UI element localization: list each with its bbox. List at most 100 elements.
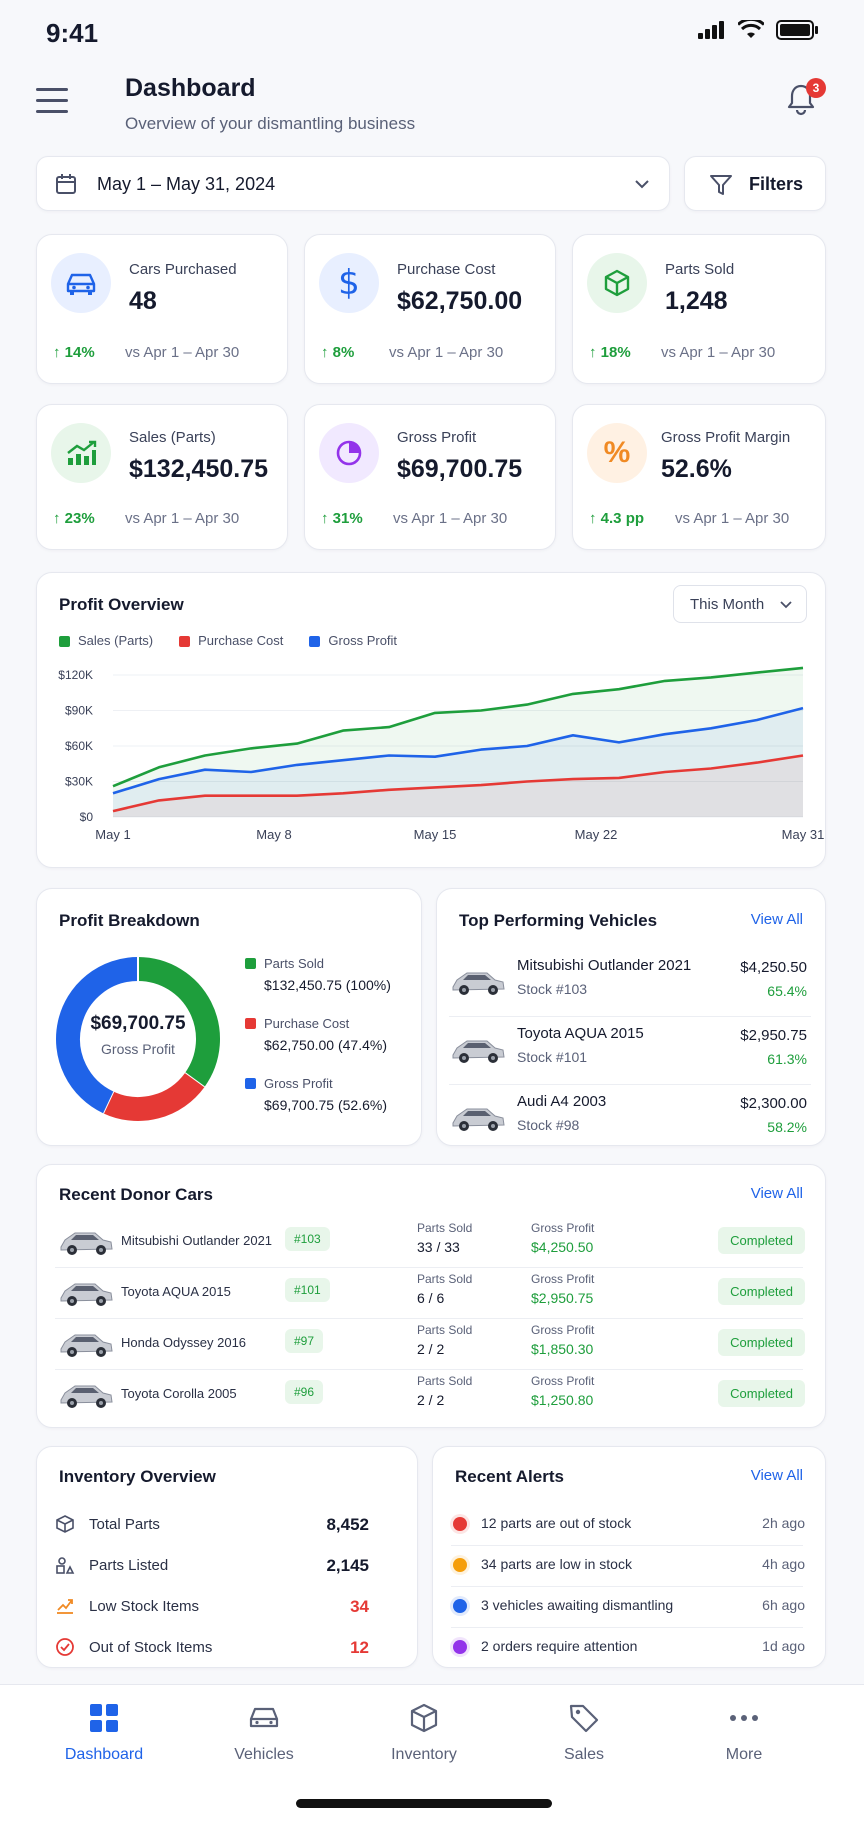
table-row[interactable]: Honda Odyssey 2016 #97 Parts Sold 2 / 2 Gros… bbox=[37, 1319, 827, 1369]
chart-legend: Sales (Parts) Purchase Cost Gross Profit bbox=[59, 633, 397, 648]
inventory-row[interactable]: Parts Listed 2,145 bbox=[37, 1548, 419, 1584]
inventory-row[interactable]: Out of Stock Items 12 bbox=[37, 1630, 419, 1666]
gross-profit-label: Gross Profit bbox=[531, 1323, 595, 1337]
status-badge: Completed bbox=[718, 1329, 805, 1356]
view-all-link[interactable]: View All bbox=[750, 911, 803, 928]
period-select[interactable]: This Month bbox=[673, 585, 807, 623]
menu-icon[interactable] bbox=[36, 88, 68, 114]
car-icon bbox=[249, 1707, 279, 1728]
alert-row[interactable]: 34 parts are low in stock 4h ago bbox=[433, 1546, 827, 1584]
parts-sold-value: 33 / 33 bbox=[417, 1239, 460, 1255]
inventory-label: Total Parts bbox=[89, 1516, 160, 1533]
kpi-delta: ↑ 14% bbox=[53, 344, 95, 361]
inventory-value: 2,145 bbox=[326, 1556, 369, 1575]
alert-row[interactable]: 2 orders require attention 1d ago bbox=[433, 1628, 827, 1666]
kpi-gross-profit[interactable]: Gross Profit $69,700.75 ↑ 31% vs Apr 1 –… bbox=[304, 404, 556, 550]
kpi-delta: ↑ 18% bbox=[589, 344, 631, 361]
vehicle-name: Toyota AQUA 2015 bbox=[517, 1025, 644, 1042]
tab-vehicles[interactable]: Vehicles bbox=[204, 1700, 324, 1764]
kpi-label: Gross Profit Margin bbox=[661, 429, 791, 446]
vehicle-row[interactable]: Audi A4 2003 Stock #98 $2,300.00 58.2% bbox=[437, 1087, 827, 1149]
donut-center-value: $69,700.75 bbox=[90, 1013, 186, 1034]
divider bbox=[55, 1267, 803, 1268]
date-range-select[interactable]: May 1 – May 31, 2024 bbox=[36, 156, 670, 211]
legend-item: Purchase Cost bbox=[179, 633, 283, 648]
gross-profit-label: Gross Profit bbox=[531, 1374, 595, 1388]
x-tick-label: May 8 bbox=[256, 827, 291, 842]
kpi-delta: ↑ 4.3 pp bbox=[589, 510, 645, 527]
alert-row[interactable]: 3 vehicles awaiting dismantling 6h ago bbox=[433, 1587, 827, 1625]
inventory-value: 34 bbox=[350, 1597, 369, 1616]
divider bbox=[55, 1318, 803, 1319]
calendar-icon bbox=[56, 174, 76, 194]
tab-inventory[interactable]: Inventory bbox=[364, 1700, 484, 1764]
pie-icon bbox=[319, 423, 379, 483]
breakdown-item: Gross Profit $69,700.75 (52.6%) bbox=[245, 1075, 391, 1113]
x-tick-label: May 22 bbox=[575, 827, 618, 842]
status-badge: Completed bbox=[718, 1380, 805, 1407]
kpi-compare: vs Apr 1 – Apr 30 bbox=[661, 344, 776, 361]
parts-sold-label: Parts Sold bbox=[417, 1323, 473, 1337]
kpi-purchase-cost[interactable]: $ Purchase Cost $62,750.00 ↑ 8% vs Apr 1… bbox=[304, 234, 556, 384]
kpi-label: Parts Sold bbox=[665, 261, 735, 278]
vehicle-row[interactable]: Toyota AQUA 2015 Stock #101 $2,950.75 61.3% bbox=[437, 1019, 827, 1081]
arrow-up-icon: ↑ bbox=[589, 510, 601, 527]
tag-icon bbox=[569, 1704, 599, 1733]
stock-tag: #103 bbox=[285, 1227, 330, 1251]
donor-name: Toyota Corolla 2005 bbox=[121, 1386, 237, 1401]
dollar-icon: $ bbox=[319, 253, 379, 313]
tab-label: Sales bbox=[563, 1746, 605, 1763]
kpi-label: Purchase Cost bbox=[397, 261, 496, 278]
arrow-up-icon: ↑ bbox=[53, 344, 65, 361]
car-thumbnail bbox=[57, 1329, 115, 1359]
y-tick-label: $60K bbox=[65, 739, 93, 753]
stock-tag: #101 bbox=[285, 1278, 330, 1302]
inventory-label: Out of Stock Items bbox=[89, 1639, 213, 1656]
kpi-value: 48 bbox=[129, 287, 157, 315]
table-row[interactable]: Toyota AQUA 2015 #101 Parts Sold 6 / 6 Gross… bbox=[37, 1268, 827, 1318]
more-icon bbox=[730, 1715, 758, 1721]
tab-label: More bbox=[725, 1746, 763, 1763]
kpi-gross-margin[interactable]: % Gross Profit Margin 52.6% ↑ 4.3 pp vs … bbox=[572, 404, 826, 550]
divider bbox=[451, 1545, 803, 1546]
vehicle-percent: 61.3% bbox=[767, 1051, 807, 1067]
filters-button[interactable]: Filters bbox=[684, 156, 826, 211]
table-row[interactable]: Toyota Corolla 2005 #96 Parts Sold 2 / 2 Gro… bbox=[37, 1370, 827, 1420]
series-line-1 bbox=[112, 754, 804, 813]
kpi-value: 1,248 bbox=[665, 287, 728, 315]
kpi-sales-parts[interactable]: Sales (Parts) $132,450.75 ↑ 23% vs Apr 1… bbox=[36, 404, 288, 550]
inventory-row[interactable]: Low Stock Items 34 bbox=[37, 1589, 419, 1625]
tab-more[interactable]: More bbox=[684, 1700, 804, 1764]
divider bbox=[449, 1084, 811, 1085]
status-icons bbox=[698, 20, 818, 40]
box-icon bbox=[587, 253, 647, 313]
parts-sold-label: Parts Sold bbox=[417, 1272, 473, 1286]
tab-sales[interactable]: Sales bbox=[524, 1700, 644, 1764]
donut-slice bbox=[56, 957, 139, 1114]
kpi-cars-purchased[interactable]: Cars Purchased 48 ↑ 14% vs Apr 1 – Apr 3… bbox=[36, 234, 288, 384]
tab-dashboard[interactable]: Dashboard bbox=[44, 1700, 164, 1764]
notifications-button[interactable]: 3 bbox=[786, 78, 826, 118]
vehicle-row[interactable]: Mitsubishi Outlander 2021 Stock #103 $4,25… bbox=[437, 951, 827, 1013]
stock-tag: #97 bbox=[285, 1329, 324, 1353]
kpi-value: $69,700.75 bbox=[397, 455, 523, 483]
percent-icon: % bbox=[587, 423, 647, 483]
alert-text: 34 parts are low in stock bbox=[481, 1556, 632, 1572]
status-badge: Completed bbox=[718, 1278, 805, 1305]
table-row[interactable]: Mitsubishi Outlander 2021 #103 Parts Sold 3… bbox=[37, 1217, 827, 1267]
view-all-link[interactable]: View All bbox=[750, 1185, 803, 1202]
kpi-parts-sold[interactable]: Parts Sold 1,248 ↑ 18% vs Apr 1 – Apr 30 bbox=[572, 234, 826, 384]
inventory-row[interactable]: Total Parts 8,452 bbox=[37, 1507, 419, 1543]
view-all-link[interactable]: View All bbox=[750, 1467, 803, 1484]
gross-profit-label: Gross Profit bbox=[531, 1221, 595, 1235]
car-thumbnail bbox=[57, 1380, 115, 1410]
gross-profit-value: $1,250.80 bbox=[531, 1392, 594, 1408]
chevron-down-icon bbox=[635, 180, 649, 189]
alert-row[interactable]: 12 parts are out of stock 2h ago bbox=[433, 1505, 827, 1543]
inventory-label: Parts Listed bbox=[89, 1557, 169, 1574]
kpi-compare: vs Apr 1 – Apr 30 bbox=[125, 510, 240, 527]
alert-dot-icon bbox=[453, 1517, 467, 1531]
series-line-2 bbox=[112, 706, 804, 795]
arrow-up-icon: ↑ bbox=[321, 344, 333, 361]
stock-tag: #96 bbox=[285, 1380, 324, 1404]
